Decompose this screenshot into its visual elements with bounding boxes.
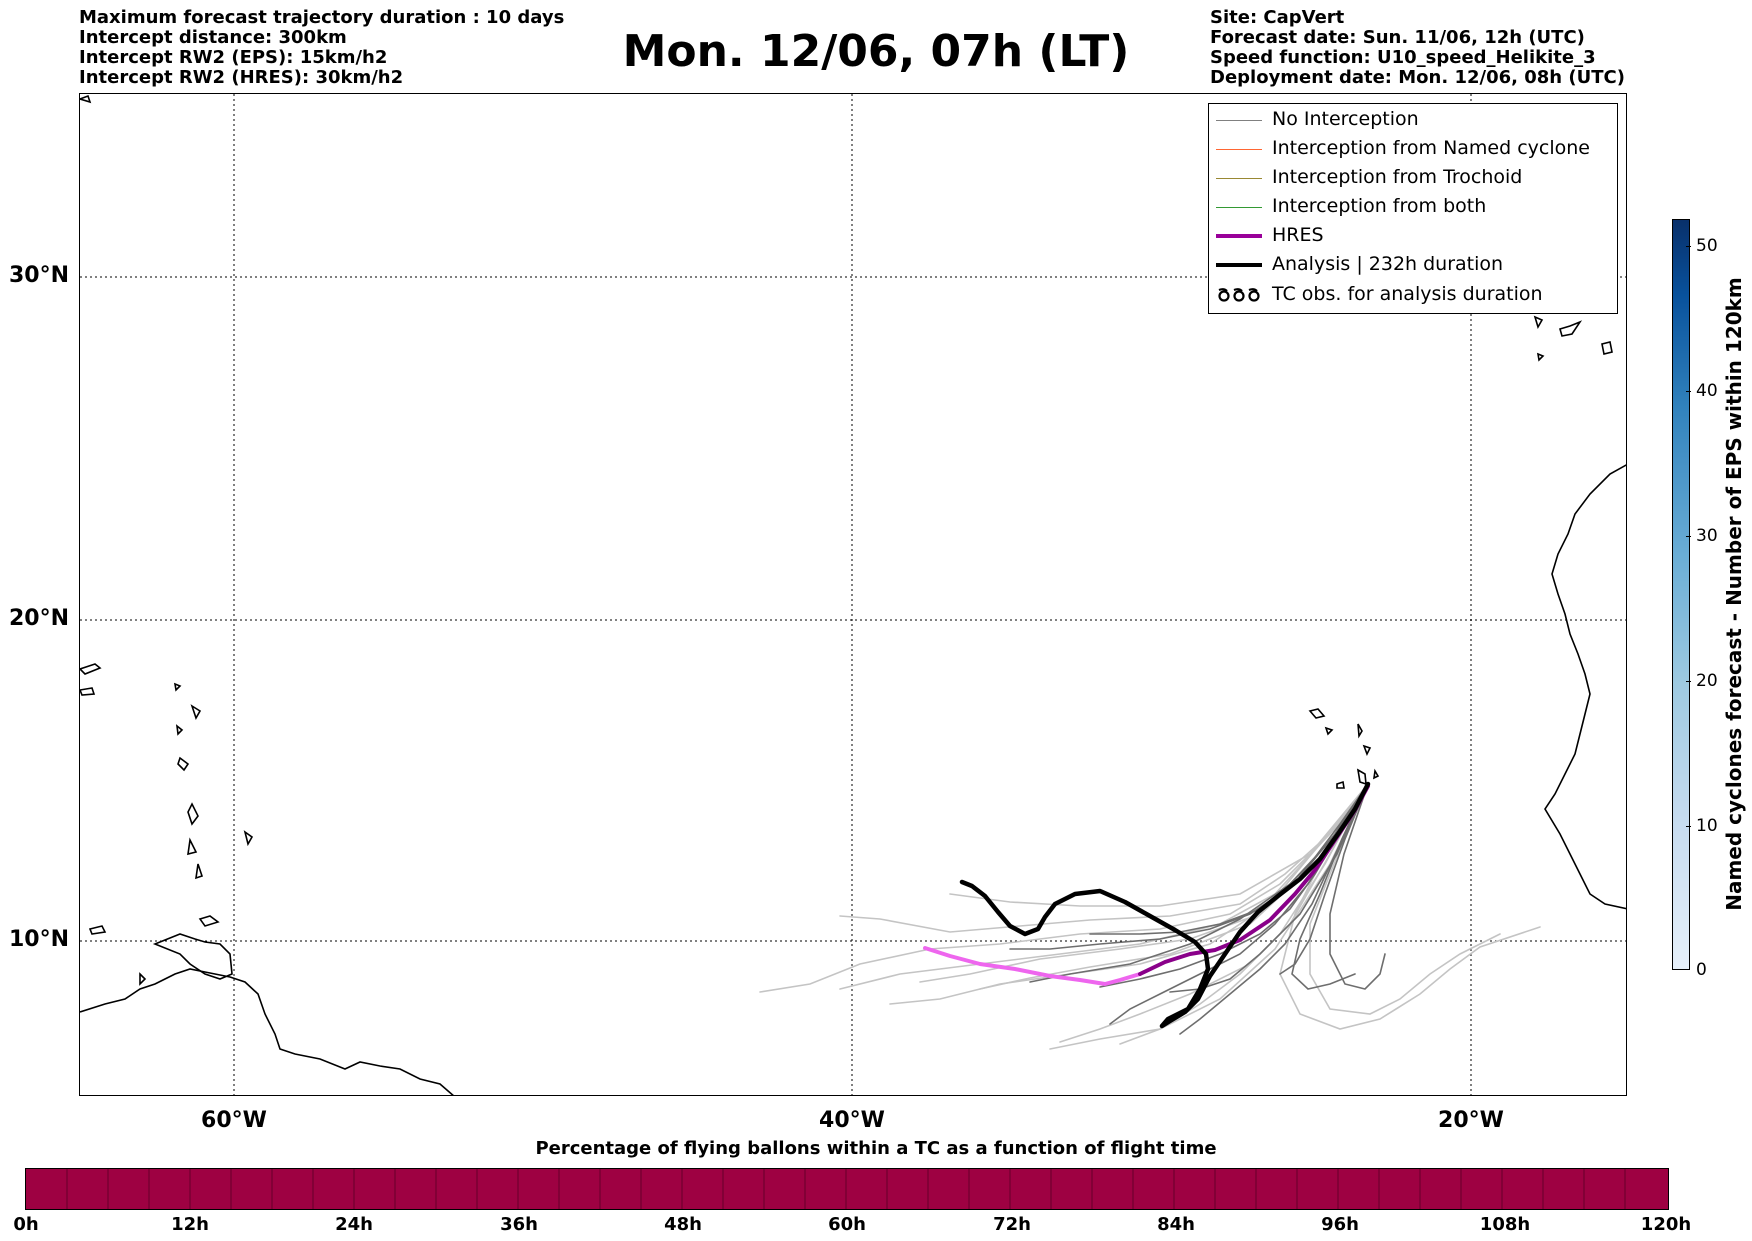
header-left: Maximum forecast trajectory duration : 1…	[79, 8, 564, 88]
lon-label-20w: 20°W	[1438, 1108, 1504, 1133]
lat-label-30n: 30°N	[9, 263, 70, 288]
colorbar-tick	[1686, 681, 1691, 682]
colorbar-tick-label: 10	[1696, 816, 1718, 836]
legend-label: TC obs. for analysis duration	[1272, 283, 1543, 305]
intercept-hres-text: Intercept RW2 (HRES): 30km/h2	[79, 67, 404, 88]
legend-label: HRES	[1272, 224, 1324, 246]
legend-swatch	[1216, 149, 1262, 150]
forecast-date-text: Forecast date: Sun. 11/06, 12h (UTC)	[1210, 27, 1585, 48]
map-legend: No Interception Interception from Named …	[1208, 103, 1618, 314]
lat-label-10n: 10°N	[9, 927, 70, 952]
lon-label-40w: 40°W	[819, 1108, 885, 1133]
coastlines	[80, 94, 1626, 1095]
legend-label: No Interception	[1272, 108, 1419, 130]
legend-swatch	[1216, 207, 1262, 208]
analysis-trajectory	[959, 781, 1371, 1029]
site-text: Site: CapVert	[1210, 7, 1345, 28]
lat-label-20n: 20°N	[9, 606, 70, 631]
legend-label: Interception from both	[1272, 195, 1487, 217]
colorbar-tick	[1686, 246, 1691, 247]
legend-swatch	[1216, 178, 1262, 179]
speed-function-text: Speed function: U10_speed_Helikite_3	[1210, 47, 1596, 68]
legend-item-no-interception: No Interception	[1209, 108, 1617, 132]
colorbar-fill	[26, 1169, 1668, 1209]
legend-swatch	[1216, 234, 1262, 238]
max-duration-text: Maximum forecast trajectory duration : 1…	[79, 7, 565, 28]
trajectory-map[interactable]	[79, 93, 1627, 1096]
flight-time-colorbar	[25, 1168, 1669, 1210]
colorbar-tick-label: 40	[1696, 381, 1718, 401]
legend-item-named-cyclone: Interception from Named cyclone	[1209, 137, 1617, 161]
intercept-eps-text: Intercept RW2 (EPS): 15km/h2	[79, 47, 388, 68]
colorbar-tick-label: 50	[1696, 236, 1718, 256]
flight-time-tick-label: 120h	[1640, 1214, 1692, 1235]
legend-label: Interception from Named cyclone	[1272, 137, 1590, 159]
deployment-date-text: Deployment date: Mon. 12/06, 08h (UTC)	[1210, 67, 1625, 88]
legend-label: Analysis | 232h duration	[1272, 253, 1504, 275]
intercept-distance-text: Intercept distance: 300km	[79, 27, 347, 48]
hres-trajectory-late	[923, 946, 1142, 986]
legend-label: Interception from Trochoid	[1272, 166, 1523, 188]
hres-trajectory-early	[1138, 784, 1370, 976]
header-right: Site: CapVert Forecast date: Sun. 11/06,…	[1210, 8, 1625, 88]
colorbar-tick	[1686, 391, 1691, 392]
flight-time-tick-label: 108h	[1479, 1214, 1531, 1235]
flight-time-tick-label: 12h	[171, 1214, 209, 1235]
colorbar-tick-label: 0	[1696, 960, 1707, 980]
colorbar-tick-label: 20	[1696, 671, 1718, 691]
flight-time-tick-label: 0h	[13, 1214, 39, 1235]
colorbar-tick-label: 30	[1696, 526, 1718, 546]
eps-count-colorbar	[1672, 219, 1690, 970]
colorbar-tick	[1686, 536, 1691, 537]
lon-label-60w: 60°W	[201, 1108, 267, 1133]
flight-time-colorbar-title: Percentage of flying ballons within a TC…	[535, 1138, 1217, 1159]
flight-time-tick-label: 84h	[1157, 1214, 1195, 1235]
legend-item-both: Interception from both	[1209, 195, 1617, 219]
flight-time-tick-label: 36h	[500, 1214, 538, 1235]
legend-swatch	[1216, 263, 1262, 267]
legend-item-hres: HRES	[1209, 224, 1617, 248]
colorbar-axis-label: Named cyclones forecast - Number of EPS …	[1722, 277, 1746, 911]
colorbar-tick	[1686, 826, 1691, 827]
flight-time-tick-label: 60h	[828, 1214, 866, 1235]
legend-swatch	[1216, 120, 1262, 121]
flight-time-tick-label: 24h	[335, 1214, 373, 1235]
flight-time-tick-label: 72h	[993, 1214, 1031, 1235]
flight-time-tick-label: 96h	[1321, 1214, 1359, 1235]
tc-symbol-icon	[1218, 288, 1260, 302]
page-title: Mon. 12/06, 07h (LT)	[622, 26, 1130, 77]
legend-item-analysis: Analysis | 232h duration	[1209, 253, 1617, 277]
legend-item-trochoid: Interception from Trochoid	[1209, 166, 1617, 190]
flight-time-tick-label: 48h	[664, 1214, 702, 1235]
legend-item-tc-obs: TC obs. for analysis duration	[1209, 283, 1617, 307]
